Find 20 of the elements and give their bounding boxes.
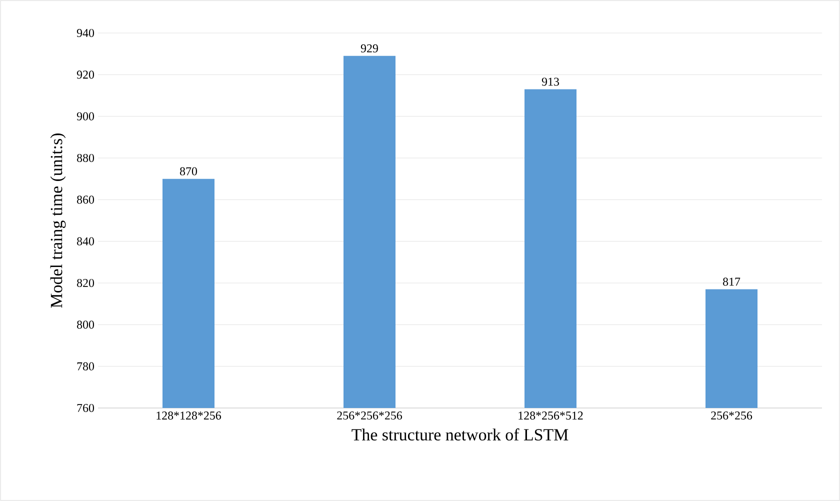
y-tick-label: 860 (77, 196, 94, 204)
y-tick-label: 780 (77, 362, 94, 370)
data-label: 913 (542, 78, 560, 86)
x-tick-label: 256*256*256 (337, 412, 402, 420)
y-tick-label: 840 (77, 237, 94, 246)
y-tick-label: 880 (77, 154, 94, 162)
data-label: 817 (722, 278, 740, 286)
y-tick-label: 940 (76, 28, 94, 38)
y-axis-title: Model traing time (unit:s) (50, 134, 66, 308)
y-tick-label: 760 (77, 404, 94, 412)
data-label: 870 (180, 167, 198, 176)
x-tick-label: 256*256 (711, 412, 752, 420)
x-tick-label: 128*128*256 (156, 412, 222, 420)
x-axis-title: The structure network of LSTM (352, 428, 568, 441)
y-tick-label: 820 (77, 278, 94, 288)
y-tick-label: 800 (77, 320, 94, 329)
y-tick-label: 900 (76, 112, 94, 120)
data-label: 929 (360, 44, 378, 52)
x-tick-label: 128*256*512 (518, 412, 583, 420)
y-tick-label: 920 (76, 70, 94, 79)
